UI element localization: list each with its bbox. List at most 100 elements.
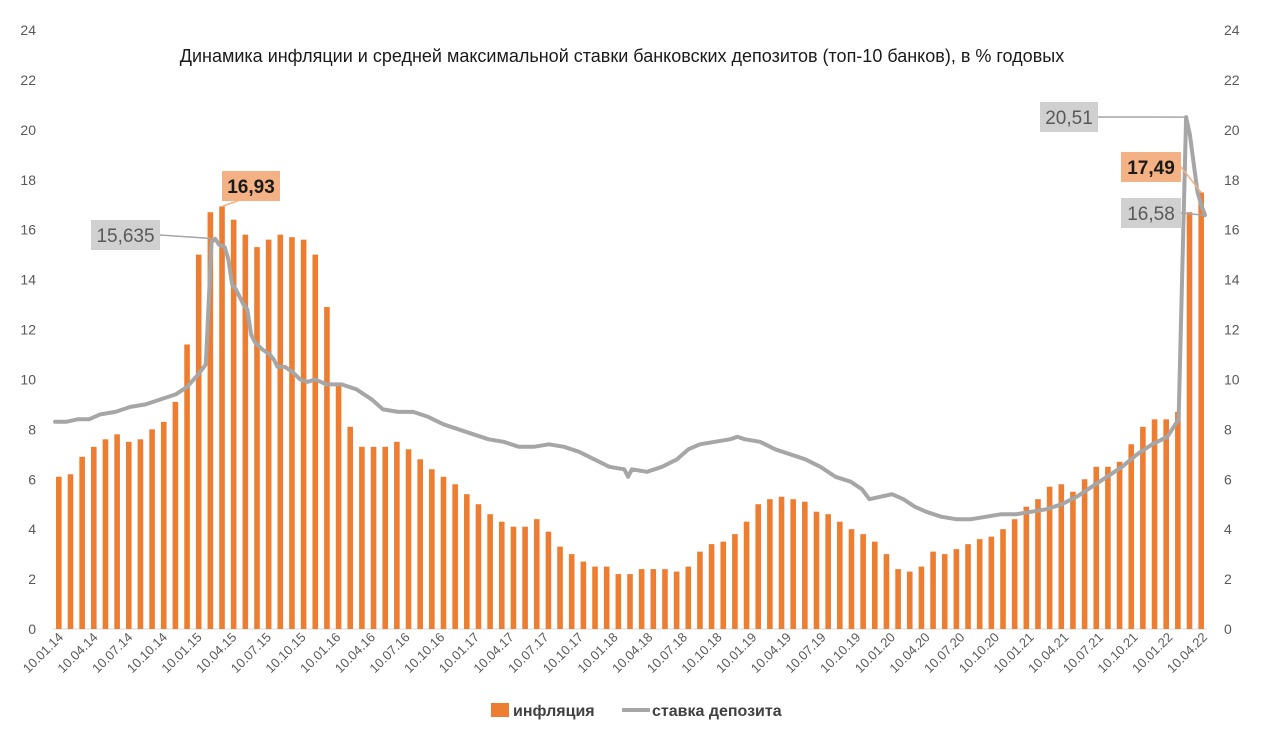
inflation-bar [685, 566, 692, 629]
inflation-bar [102, 439, 109, 629]
inflation-bar [265, 239, 272, 629]
inflation-bar [1023, 506, 1030, 629]
y-tick-label-right: 24 [1224, 22, 1240, 38]
callouts: 16,93 15,635 20,51 17,49 16,58 [91, 102, 1206, 250]
inflation-bar [195, 254, 202, 629]
callout-label: 17,49 [1127, 158, 1175, 179]
inflation-bar [1081, 479, 1088, 629]
y-tick-label-left: 6 [28, 471, 36, 487]
inflation-bar [802, 501, 808, 629]
chart-title: Динамика инфляции и средней максимальной… [180, 46, 1064, 66]
y-tick-label-right: 14 [1224, 272, 1240, 288]
inflation-bar [359, 446, 365, 629]
inflation-bar [277, 234, 284, 630]
inflation-bar [184, 344, 190, 629]
y-tick-label-right: 2 [1224, 571, 1232, 587]
deposit-line-group [53, 115, 1207, 522]
inflation-bar [790, 499, 796, 629]
inflation-bar [324, 307, 330, 629]
y-tick-label-left: 12 [20, 322, 36, 338]
inflation-bar [1046, 486, 1053, 629]
inflation-bar [335, 384, 342, 629]
inflation-bar [883, 554, 890, 629]
callout-box [222, 171, 280, 201]
inflation-bar [475, 504, 482, 629]
callout-label: 16,58 [1127, 204, 1175, 225]
inflation-bar [638, 569, 645, 629]
callout-leader [159, 234, 216, 240]
legend: инфляция ставка депозита [491, 703, 782, 720]
y-tick-label-left: 24 [20, 22, 36, 38]
inflation-bar [988, 536, 995, 629]
inflation-bar [1175, 411, 1181, 629]
inflation-bar [370, 446, 377, 629]
inflation-bar [230, 219, 237, 629]
inflation-bar [557, 546, 563, 629]
inflation-bar [941, 554, 948, 629]
inflation-bar [837, 521, 843, 629]
inflation-bar [160, 421, 167, 629]
inflation-bar [918, 566, 925, 629]
inflation-bar [860, 534, 866, 629]
inflation-bar [125, 441, 132, 629]
inflation-bar [1070, 491, 1076, 629]
inflation-bar [825, 514, 831, 629]
inflation-bar [79, 456, 85, 629]
y-tick-label-right: 0 [1224, 621, 1232, 637]
y-tick-label-left: 4 [28, 521, 36, 537]
inflation-bar [848, 529, 855, 629]
inflation-bar [300, 239, 307, 629]
callout-label: 20,51 [1045, 108, 1093, 129]
inflation-bar [533, 519, 540, 629]
y-tick-label-right: 4 [1224, 521, 1232, 537]
inflation-bar [1140, 426, 1146, 629]
callout-box [1121, 198, 1181, 228]
inflation-bar [592, 566, 598, 629]
y-tick-label-right: 16 [1224, 222, 1240, 238]
inflation-bar [67, 474, 74, 629]
legend-swatch-inflation [491, 703, 509, 717]
callout-leader [1180, 166, 1202, 193]
y-tick-label-right: 12 [1224, 322, 1240, 338]
inflation-bar [767, 499, 773, 629]
legend-label-inflation: инфляция [513, 703, 595, 720]
inflation-bar [114, 434, 120, 629]
y-tick-label-left: 0 [28, 621, 36, 637]
y-tick-label-left: 14 [20, 272, 36, 288]
inflation-bar [1186, 212, 1193, 629]
inflation-bar [254, 247, 260, 629]
inflation-bar [871, 541, 878, 629]
x-axis-ticks: 10.01.1410.04.1410.07.1410.10.1410.01.15… [20, 630, 1210, 676]
inflation-bar [1035, 499, 1041, 629]
inflation-bar [149, 429, 155, 629]
callout-box [1121, 152, 1181, 182]
inflation-bar [1011, 519, 1018, 629]
inflation-bar [498, 521, 505, 629]
inflation-bar [778, 496, 785, 629]
y-tick-label-right: 6 [1224, 471, 1232, 487]
y-tick-label-left: 16 [20, 222, 36, 238]
y-tick-label-right: 18 [1224, 172, 1240, 188]
inflation-bar [347, 426, 354, 629]
inflation-bar [627, 574, 633, 629]
inflation-bar [417, 459, 423, 629]
y-tick-label-left: 10 [20, 371, 36, 387]
inflation-bar [708, 544, 715, 629]
inflation-bar [219, 206, 225, 629]
inflation-bar [906, 571, 913, 629]
inflation-bar [56, 476, 62, 629]
inflation-bar [510, 526, 517, 629]
callout-leader [1180, 212, 1206, 216]
legend-label-deposit: ставка депозита [652, 703, 782, 720]
inflation-bar [91, 446, 97, 629]
inflation-bar [720, 541, 727, 629]
inflation-bar [312, 254, 319, 629]
inflation-bar [580, 561, 587, 629]
inflation-bar [1000, 529, 1006, 629]
inflation-bar [137, 439, 144, 629]
callout-label: 15,635 [96, 226, 154, 247]
inflation-bar [755, 504, 762, 629]
inflation-bar [1105, 466, 1111, 629]
